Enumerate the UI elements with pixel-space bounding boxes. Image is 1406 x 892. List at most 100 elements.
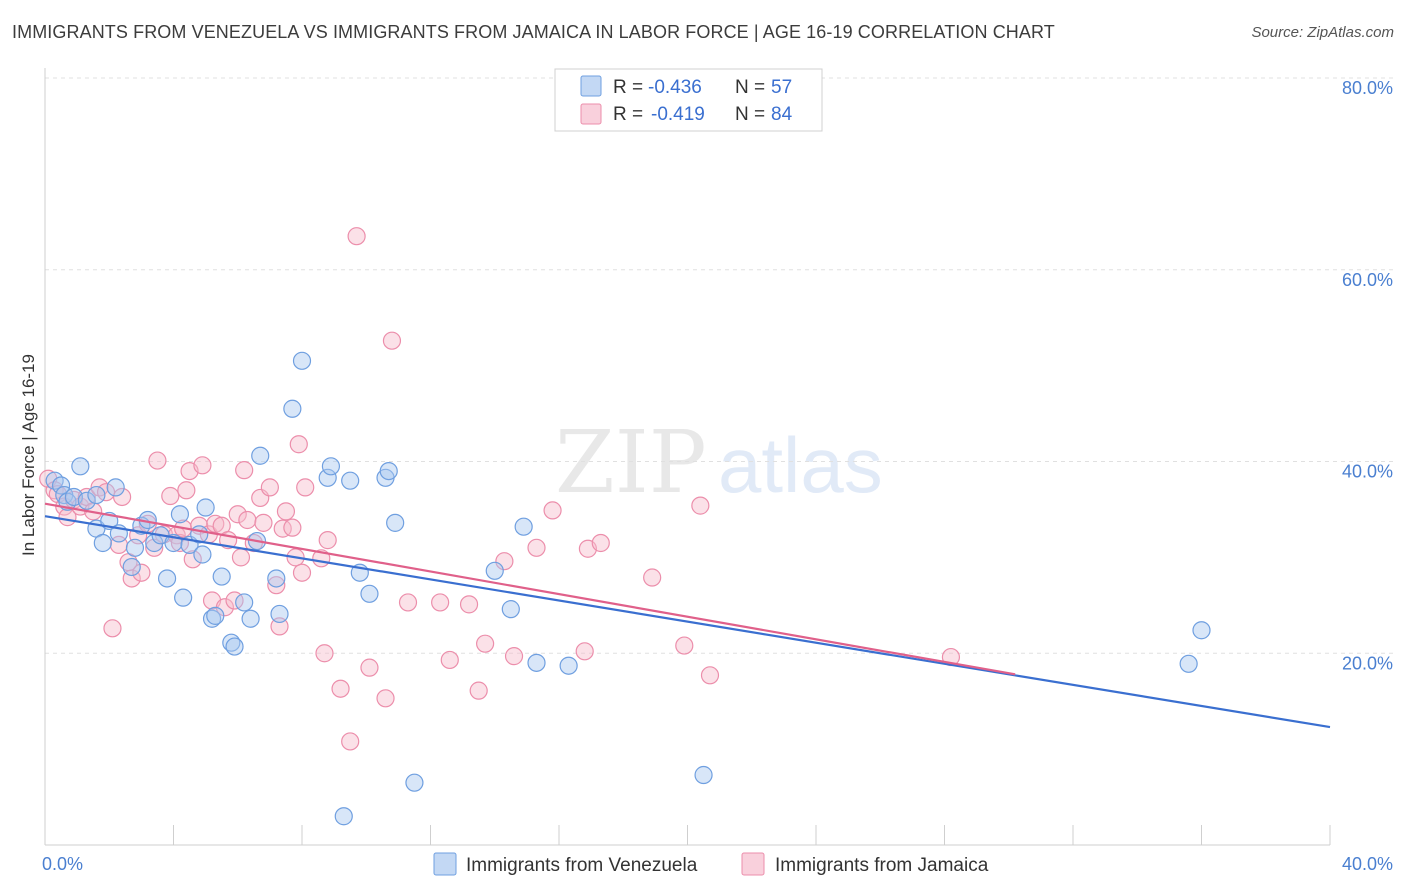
jamaica-point <box>675 636 694 655</box>
jamaica-point <box>132 563 151 582</box>
venezuela-point <box>196 498 215 517</box>
legend-box: R = -0.436 N = 57 R = -0.419 N = 84 <box>554 68 823 132</box>
y-tick-labels: 20.0% 40.0% 60.0% 80.0% <box>1342 78 1393 673</box>
x-tick-label-max: 40.0% <box>1342 854 1393 874</box>
venezuela-point <box>206 606 225 625</box>
watermark: ZIP atlas <box>555 413 883 513</box>
jamaica-point <box>193 456 212 475</box>
venezuela-point <box>202 609 222 628</box>
legend-swatch-jamaica <box>580 103 602 125</box>
bottom-legend-swatch-jamaica <box>741 852 765 876</box>
jamaica-point <box>292 563 312 582</box>
jamaica-point <box>315 644 334 663</box>
legend-r-label-jamaica: R = <box>613 104 643 125</box>
jamaica-points <box>39 227 961 751</box>
venezuela-point <box>125 538 145 557</box>
jamaica-point <box>700 666 720 685</box>
venezuela-points <box>45 351 1211 826</box>
legend-r-label-venezuela: R = <box>613 77 643 98</box>
venezuela-point <box>106 478 125 497</box>
jamaica-point <box>643 568 662 587</box>
watermark-zip: ZIP <box>555 413 707 513</box>
legend-n-label-venezuela: N = <box>735 77 765 98</box>
venezuela-point <box>283 399 302 418</box>
jamaica-point <box>103 619 122 638</box>
jamaica-point <box>469 681 488 700</box>
venezuela-point <box>386 513 405 532</box>
legend-r-value-jamaica: -0.419 <box>651 104 705 125</box>
jamaica-point <box>575 642 594 661</box>
venezuela-point <box>51 476 71 495</box>
venezuela-point <box>71 457 90 476</box>
jamaica-point <box>254 513 273 532</box>
y-axis-title: In Labor Force | Age 16-19 <box>19 354 38 556</box>
jamaica-point <box>177 481 196 500</box>
jamaica-point <box>235 461 254 480</box>
jamaica-point <box>527 538 546 557</box>
jamaica-point <box>296 478 315 497</box>
source-credit: Source: ZipAtlas.com <box>1251 24 1394 41</box>
jamaica-point <box>459 595 479 614</box>
venezuela-point <box>235 593 254 612</box>
venezuela-point <box>251 446 270 465</box>
venezuela-point <box>559 656 578 675</box>
jamaica-point <box>231 548 251 567</box>
venezuela-point <box>93 533 112 553</box>
y-tick-label: 20.0% <box>1342 653 1393 673</box>
jamaica-point <box>341 732 360 751</box>
x-tick-label-min: 0.0% <box>42 854 83 874</box>
venezuela-point <box>527 653 546 672</box>
legend-swatch-venezuela <box>580 75 602 97</box>
legend-n-value-venezuela: 57 <box>771 77 792 98</box>
legend-n-label-jamaica: N = <box>735 104 765 125</box>
jamaica-point <box>504 647 524 666</box>
jamaica-point <box>691 496 710 515</box>
jamaica-point <box>382 331 402 350</box>
jamaica-point <box>376 689 395 708</box>
bottom-legend-swatch-venezuela <box>433 852 457 876</box>
trend-lines <box>44 502 1331 729</box>
venezuela-point <box>334 807 353 826</box>
venezuela-point <box>318 468 337 487</box>
venezuela-point <box>174 588 193 607</box>
venezuela-point <box>501 600 520 619</box>
venezuela-point <box>379 461 398 481</box>
venezuela-point <box>1192 621 1211 640</box>
venezuela-point <box>341 471 360 490</box>
venezuela-point <box>157 569 177 588</box>
jamaica-trend-line <box>44 502 1016 676</box>
jamaica-point <box>347 227 366 246</box>
jamaica-point <box>206 514 225 533</box>
jamaica-point <box>183 550 202 569</box>
jamaica-point <box>148 451 167 470</box>
jamaica-point <box>431 593 450 612</box>
venezuela-point <box>321 457 341 476</box>
jamaica-point <box>318 531 337 550</box>
y-tick-label: 40.0% <box>1342 462 1393 482</box>
bottom-legend-label-venezuela: Immigrants from Venezuela <box>466 855 698 876</box>
axes <box>44 68 1331 846</box>
gridlines <box>45 77 1393 654</box>
legend-r-value-venezuela: -0.436 <box>648 77 702 98</box>
jamaica-point <box>440 650 459 670</box>
venezuela-point <box>87 485 106 505</box>
venezuela-point <box>122 557 141 577</box>
jamaica-point <box>228 505 247 524</box>
venezuela-point <box>212 567 231 586</box>
venezuela-point <box>1179 654 1198 673</box>
jamaica-point <box>398 593 418 612</box>
jamaica-point <box>112 487 132 507</box>
jamaica-point <box>476 634 495 653</box>
y-tick-label: 60.0% <box>1342 270 1393 290</box>
jamaica-point <box>495 552 514 571</box>
jamaica-point <box>276 502 296 521</box>
venezuela-point <box>485 561 504 580</box>
jamaica-point <box>267 576 286 595</box>
chart-title: IMMIGRANTS FROM VENEZUELA VS IMMIGRANTS … <box>12 22 1055 42</box>
venezuela-point <box>170 505 190 524</box>
jamaica-point <box>238 510 257 530</box>
legend-n-value-jamaica: 84 <box>771 104 793 125</box>
venezuela-point <box>77 491 96 510</box>
venezuela-point <box>514 517 533 536</box>
